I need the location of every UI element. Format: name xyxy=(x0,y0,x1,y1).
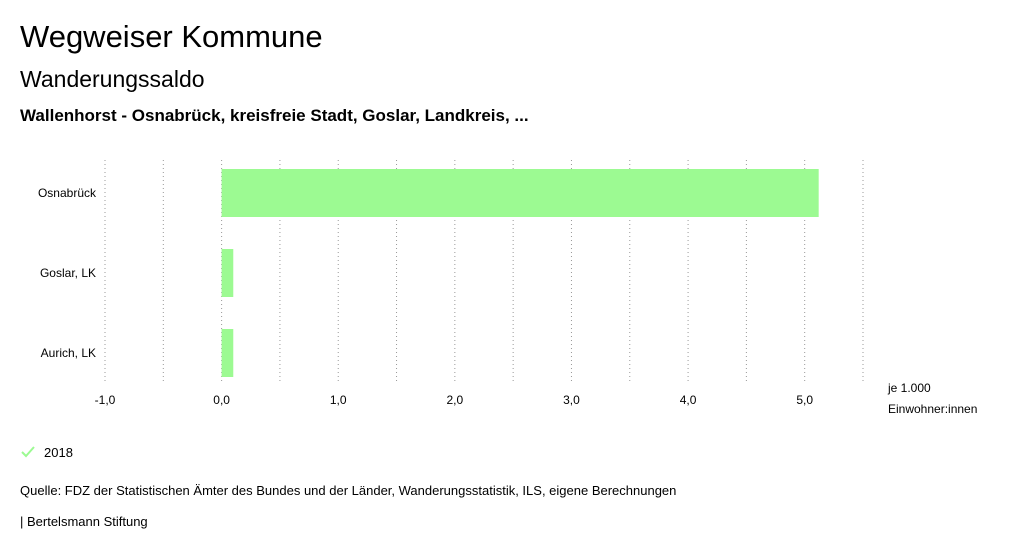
x-tick-label: 2,0 xyxy=(447,393,464,407)
x-unit-label-line2: Einwohner:innen xyxy=(888,402,977,416)
x-tick-label: 0,0 xyxy=(213,393,230,407)
bar-0[interactable] xyxy=(221,169,819,217)
category-labels: Osnabrück Goslar, LK Aurich, LK xyxy=(38,186,97,360)
x-tick-label: 5,0 xyxy=(796,393,813,407)
x-unit-label-line1: je 1.000 xyxy=(887,381,931,395)
x-tick-label: -1,0 xyxy=(95,393,116,407)
x-tick-labels: -1,0 0,0 1,0 2,0 3,0 4,0 5,0 xyxy=(95,393,814,407)
bar-1[interactable] xyxy=(221,249,234,297)
brand-credit: | Bertelsmann Stiftung xyxy=(20,514,148,529)
region-selector[interactable]: Wallenhorst - Osnabrück, kreisfreie Stad… xyxy=(20,106,529,125)
chart-subtitle: Wanderungssaldo xyxy=(20,66,205,92)
x-tick-label: 1,0 xyxy=(330,393,347,407)
source-note: Quelle: FDZ der Statistischen Ämter des … xyxy=(20,483,677,498)
page-title: Wegweiser Kommune xyxy=(20,19,323,54)
category-label: Osnabrück xyxy=(38,186,97,200)
category-label: Goslar, LK xyxy=(40,266,96,280)
chart-bars xyxy=(221,169,819,377)
category-label: Aurich, LK xyxy=(41,346,96,360)
check-icon xyxy=(21,446,35,458)
x-tick-label: 4,0 xyxy=(680,393,697,407)
bar-chart: Osnabrück Goslar, LK Aurich, LK -1,0 0,0 1,0… xyxy=(38,160,977,416)
legend-label: 2018 xyxy=(44,444,73,460)
x-tick-label: 3,0 xyxy=(563,393,580,407)
bar-2[interactable] xyxy=(221,329,234,377)
legend-item-2018[interactable]: 2018 xyxy=(20,442,73,462)
